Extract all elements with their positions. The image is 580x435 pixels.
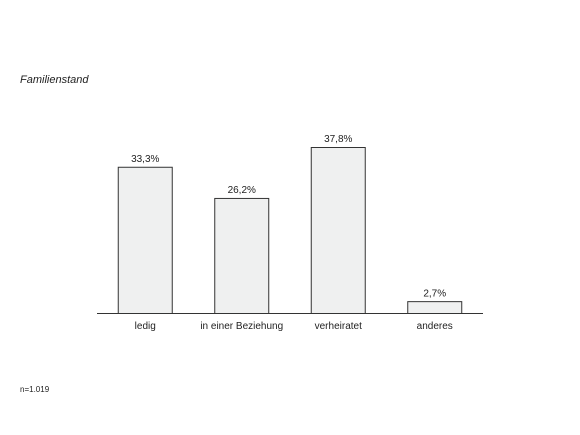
value-label: 37,8% <box>324 134 352 145</box>
x-tick-label: verheiratet <box>315 321 362 332</box>
x-tick-label: anderes <box>417 321 453 332</box>
bar <box>214 197 270 315</box>
x-tick-label: in einer Beziehung <box>200 321 283 332</box>
bar <box>407 301 463 314</box>
chart-title: Familienstand <box>20 74 89 86</box>
value-label: 33,3% <box>131 154 159 165</box>
value-label: 2,7% <box>423 288 446 299</box>
note: n=1.019 <box>20 385 50 394</box>
bar <box>117 166 173 314</box>
x-tick-label: ledig <box>135 321 156 332</box>
value-label: 26,2% <box>228 185 256 196</box>
bar <box>310 147 366 314</box>
